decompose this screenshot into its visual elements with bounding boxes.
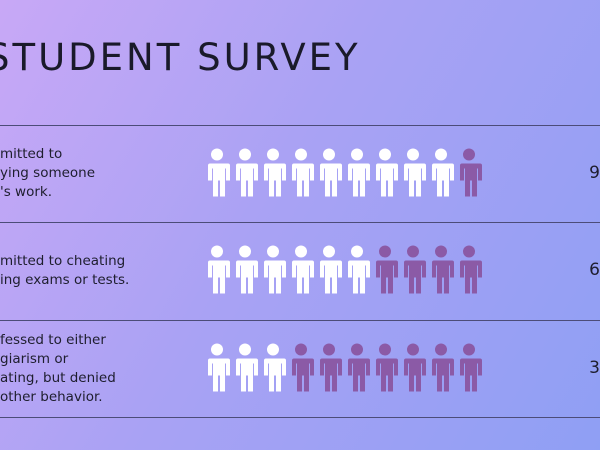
- person-icon: [430, 343, 454, 392]
- person-icon: [206, 343, 230, 392]
- person-icon: [262, 343, 286, 392]
- person-icon: [262, 245, 286, 294]
- person-icon: [402, 148, 426, 197]
- description-line: fessed to either: [0, 331, 106, 348]
- person-icon: [402, 245, 426, 294]
- person-icon: [234, 343, 258, 392]
- description-line: ying someone: [0, 165, 96, 181]
- description-line: ing exams or tests.: [0, 271, 130, 288]
- person-icon: [234, 148, 258, 197]
- person-icon: [290, 343, 314, 392]
- person-icon: [318, 343, 342, 392]
- person-icon: [290, 148, 314, 197]
- description-line: 's work.: [0, 184, 52, 200]
- person-icon: [346, 148, 370, 197]
- person-icon: [402, 343, 426, 392]
- person-icon: [290, 245, 314, 294]
- description-line: mitted to: [0, 146, 63, 162]
- description: fessed to either giarism or ating, but den…: [0, 331, 116, 407]
- description: mitted to cheating ing exams or tests.: [0, 252, 129, 290]
- person-icon: [346, 343, 370, 392]
- divider: [0, 125, 600, 126]
- person-icon: [234, 245, 258, 294]
- person-icon: [206, 245, 230, 294]
- description-line: mitted to cheating: [0, 252, 126, 269]
- description: mitted to ying someone 's work.: [0, 145, 95, 202]
- person-icon: [374, 148, 398, 197]
- divider: [0, 417, 600, 418]
- figure: 9: [589, 162, 600, 183]
- person-icon: [458, 245, 482, 294]
- description-line: giarism or: [0, 350, 69, 367]
- title: STUDENT SURVEY: [0, 36, 361, 79]
- person-icon: [262, 148, 286, 197]
- figure: 6: [589, 259, 600, 280]
- description-line: other behavior.: [0, 388, 103, 405]
- person-icon: [318, 245, 342, 294]
- person-icon: [430, 148, 454, 197]
- description-line: ating, but denied: [0, 369, 116, 386]
- divider: [0, 222, 600, 223]
- figure: 3: [589, 357, 600, 378]
- person-icon: [206, 148, 230, 197]
- person-icon: [458, 343, 482, 392]
- person-icon: [374, 245, 398, 294]
- person-icon: [374, 343, 398, 392]
- divider: [0, 320, 600, 321]
- person-icon: [458, 148, 482, 197]
- person-icon: [346, 245, 370, 294]
- person-icon: [318, 148, 342, 197]
- person-icon: [430, 245, 454, 294]
